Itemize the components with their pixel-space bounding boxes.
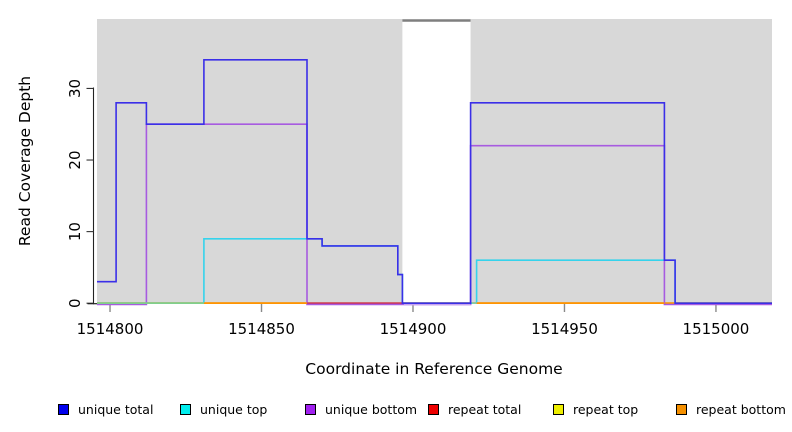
legend-swatch-icon <box>553 403 564 415</box>
x-tick-label: 1514850 <box>228 320 295 338</box>
legend-item-unique-total: unique total <box>58 398 153 420</box>
legend-item-repeat-top: repeat top <box>553 398 638 420</box>
y-tick-label: 30 <box>66 79 84 98</box>
series-line-unique-total <box>97 58 772 305</box>
x-tick-label: 1514800 <box>77 320 144 338</box>
legend-item-label: repeat top <box>573 401 639 417</box>
y-tick-label: 0 <box>66 298 84 308</box>
legend-item-label: repeat bottom <box>696 401 786 417</box>
y-axis-title: Read Coverage Depth <box>16 76 34 246</box>
y-tick-label: 20 <box>66 150 84 169</box>
legend-item-label: repeat total <box>448 401 522 417</box>
covered-region <box>97 19 403 304</box>
legend: unique total unique top unique bottom repea… <box>0 398 792 424</box>
legend-item-label: unique bottom <box>325 401 418 417</box>
x-tick-label: 1514900 <box>380 320 447 338</box>
covered-region <box>470 19 772 304</box>
x-tick-label: 1514950 <box>531 320 598 338</box>
legend-item-repeat-total: repeat total <box>428 398 521 420</box>
legend-swatch-icon <box>676 403 687 415</box>
legend-swatch-icon <box>58 403 69 415</box>
y-tick-label: 10 <box>66 222 84 241</box>
legend-item-unique-top: unique top <box>180 398 267 420</box>
legend-item-repeat-bottom: repeat bottom <box>676 398 786 420</box>
legend-item-label: unique top <box>200 401 268 417</box>
legend-swatch-icon <box>428 403 439 415</box>
x-tick-label: 1515000 <box>683 320 750 338</box>
legend-swatch-icon <box>180 403 191 415</box>
legend-swatch-icon <box>305 403 316 415</box>
x-axis-title: Coordinate in Reference Genome <box>305 360 562 378</box>
legend-item-unique-bottom: unique bottom <box>305 398 417 420</box>
legend-item-label: unique total <box>78 401 154 417</box>
